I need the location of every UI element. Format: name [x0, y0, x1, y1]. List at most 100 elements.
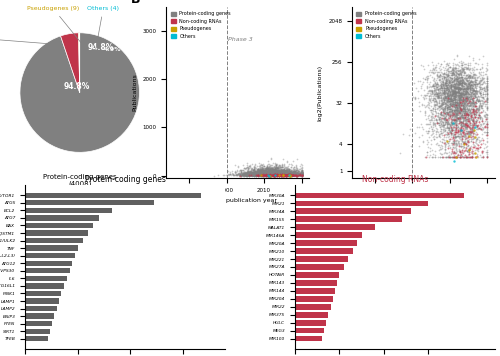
Point [281, 168, 289, 174]
Point [260, 171, 268, 177]
Point [298, 173, 306, 178]
Point [460, 74, 468, 80]
Point [464, 85, 472, 90]
Point [471, 94, 479, 100]
Point [442, 120, 450, 125]
Point [460, 98, 468, 103]
Point [460, 90, 468, 96]
Point [458, 141, 466, 146]
Point [280, 172, 288, 178]
Point [440, 117, 448, 123]
Point [460, 120, 468, 125]
Point [270, 172, 278, 178]
Point [266, 171, 274, 176]
Point [442, 111, 450, 116]
Point [462, 90, 470, 96]
Point [275, 172, 283, 178]
Point [450, 94, 458, 99]
Point [247, 165, 255, 171]
Point [272, 170, 280, 176]
Point [271, 171, 279, 177]
Point [445, 131, 453, 136]
Point [272, 172, 280, 178]
Point [478, 109, 486, 115]
Point [466, 92, 474, 98]
Point [271, 171, 279, 177]
Point [244, 169, 252, 175]
Point [277, 171, 285, 177]
Point [450, 61, 458, 66]
Point [288, 172, 296, 178]
Point [455, 114, 463, 120]
Point [480, 120, 488, 126]
Point [284, 172, 292, 177]
Point [266, 169, 274, 175]
Point [458, 66, 466, 71]
Point [250, 172, 258, 178]
Point [268, 167, 276, 173]
Point [446, 113, 454, 119]
Point [270, 172, 278, 178]
Point [444, 121, 452, 127]
Point [252, 171, 260, 177]
Point [455, 98, 463, 104]
Point [442, 116, 450, 122]
Point [437, 105, 445, 110]
Point [263, 164, 271, 170]
Point [468, 85, 476, 91]
Point [462, 96, 469, 102]
Point [262, 172, 270, 178]
Point [454, 133, 462, 139]
Point [472, 81, 480, 87]
Point [436, 73, 444, 78]
Point [278, 170, 286, 176]
Point [468, 113, 475, 119]
Point [260, 171, 268, 177]
Point [282, 172, 290, 178]
Point [252, 171, 260, 177]
Point [274, 170, 282, 176]
Point [474, 142, 482, 148]
Point [294, 167, 302, 173]
Point [256, 172, 264, 178]
Point [262, 172, 270, 177]
Point [448, 91, 456, 97]
Point [272, 172, 280, 178]
Point [444, 86, 452, 92]
Point [430, 91, 438, 96]
Point [237, 171, 245, 176]
Point [270, 168, 278, 174]
Point [275, 171, 283, 176]
Point [276, 169, 284, 175]
Point [246, 163, 254, 169]
Point [292, 172, 300, 177]
Point [442, 94, 450, 100]
Point [274, 170, 282, 176]
Point [444, 91, 452, 97]
Point [254, 168, 262, 173]
Point [260, 171, 268, 176]
Point [452, 124, 460, 130]
Point [414, 143, 422, 148]
Point [466, 79, 473, 85]
Point [447, 70, 455, 76]
Point [278, 172, 285, 178]
Point [267, 172, 275, 178]
Point [272, 168, 280, 174]
Point [266, 172, 274, 178]
Point [278, 172, 285, 177]
Point [268, 172, 276, 178]
Point [423, 121, 431, 127]
Point [476, 103, 484, 109]
Bar [295, 312, 328, 318]
Point [482, 93, 490, 99]
Point [447, 132, 455, 138]
Point [468, 117, 476, 122]
Point [458, 112, 466, 118]
Point [258, 173, 266, 178]
Point [456, 78, 464, 83]
Point [436, 72, 444, 77]
Point [292, 171, 300, 177]
Point [453, 101, 461, 107]
Point [279, 172, 287, 177]
